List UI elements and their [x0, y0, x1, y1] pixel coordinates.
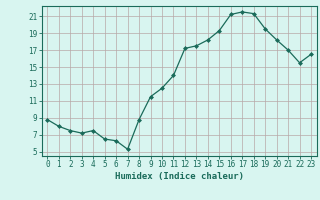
X-axis label: Humidex (Indice chaleur): Humidex (Indice chaleur): [115, 172, 244, 181]
